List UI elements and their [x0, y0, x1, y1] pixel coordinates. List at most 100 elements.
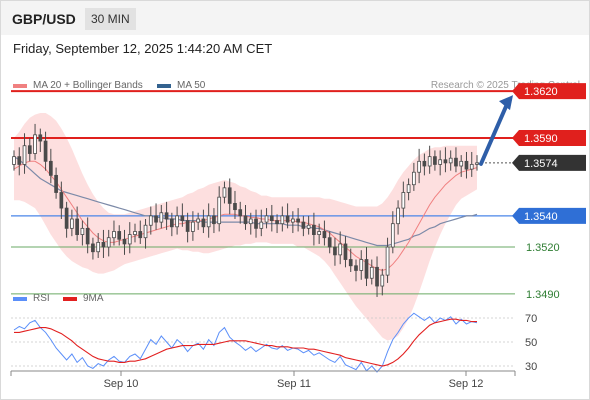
candle-body — [12, 156, 16, 165]
candle-body — [248, 218, 253, 225]
candle-body — [38, 134, 43, 142]
candle-body — [306, 224, 311, 229]
candle-body — [254, 218, 258, 229]
candle-body — [275, 220, 279, 225]
timeframe-badge[interactable]: 30 MIN — [85, 8, 136, 30]
candle-body — [333, 246, 337, 256]
candle-body — [338, 243, 343, 256]
candle-body — [122, 238, 127, 245]
x-label-Sep 12: Sep 12 — [449, 378, 484, 390]
candle-body — [401, 192, 406, 209]
candle-body — [217, 196, 222, 225]
candle-body — [327, 237, 332, 248]
legend-rsi-label: RSI — [33, 293, 50, 304]
candle-body — [112, 231, 116, 239]
candle-body — [312, 224, 316, 235]
level-label-1.3620: 1.3620 — [524, 86, 558, 98]
last-price-tag — [512, 154, 586, 171]
rsi-9ma-line — [14, 318, 477, 367]
candle-body — [375, 266, 379, 287]
candle-body — [243, 215, 248, 225]
candle-body — [301, 221, 306, 229]
level-tag-1.3590 — [512, 129, 586, 146]
candle-body — [422, 160, 427, 167]
candle-body — [117, 231, 122, 240]
rsi-swatch — [13, 296, 27, 301]
candle-body — [390, 223, 395, 248]
candle-body — [280, 215, 285, 225]
candle-body — [196, 218, 200, 223]
candle-body — [317, 231, 322, 235]
candle-body — [343, 243, 348, 260]
candle-body — [48, 160, 53, 176]
candle-body — [443, 159, 448, 164]
candle-body — [380, 274, 385, 287]
candle-body — [27, 145, 32, 154]
candle-body — [17, 156, 22, 165]
candle-body — [354, 265, 358, 271]
ma20-swatch — [13, 83, 27, 88]
candle-body — [438, 159, 443, 165]
candle-body — [212, 215, 216, 225]
candle-body — [59, 192, 64, 209]
candle-body — [233, 203, 237, 211]
legend-ma50-label: MA 50 — [177, 80, 206, 91]
level-label-1.3540: 1.3540 — [524, 211, 558, 223]
chart-header: GBP/USD 30 MIN — [1, 1, 589, 35]
candle-body — [464, 160, 469, 170]
level-label-1.3520: 1.3520 — [526, 242, 560, 254]
instrument-title: GBP/USD — [12, 11, 76, 27]
candle-body — [106, 237, 111, 248]
candle-body — [427, 156, 432, 167]
rsi-line — [13, 312, 478, 373]
candle-body — [269, 215, 274, 221]
level-tag-1.3540 — [512, 207, 586, 224]
candle-body — [175, 215, 179, 228]
candle-body — [164, 212, 169, 220]
9ma-swatch — [63, 296, 77, 301]
level-label-1.3490: 1.3490 — [526, 289, 560, 301]
candle-body — [369, 266, 374, 279]
candle-body — [201, 218, 206, 228]
candle-body — [322, 231, 327, 239]
candle-body — [133, 231, 137, 235]
rsi-tick-30: 30 — [525, 361, 537, 373]
candle-body — [448, 157, 453, 164]
candle-body — [459, 160, 464, 167]
candle-body — [148, 215, 153, 226]
candle-body — [33, 134, 37, 154]
legend-ma20: MA 20 + Bollinger Bands — [13, 80, 143, 91]
candle-body — [348, 259, 353, 267]
candle-body — [222, 187, 227, 198]
legend-ma50: MA 50 — [157, 80, 205, 91]
candle-body — [227, 187, 232, 204]
candle-body — [127, 234, 132, 245]
candle-body — [91, 243, 95, 253]
x-label-Sep 11: Sep 11 — [277, 378, 311, 390]
candle-body — [22, 145, 27, 165]
candle-body — [80, 227, 85, 235]
candle-body — [138, 231, 143, 239]
candle-body — [238, 209, 243, 217]
candle-body — [296, 218, 300, 223]
candle-body — [433, 156, 437, 165]
last-price-label: 1.3574 — [524, 158, 558, 170]
legend-9ma: 9MA — [63, 293, 104, 304]
candle-body — [396, 207, 400, 225]
candle-body — [101, 241, 106, 248]
candle-body — [417, 160, 421, 173]
projection-arrow — [479, 102, 509, 166]
candle-body — [406, 184, 411, 193]
legend-ma20-label: MA 20 + Bollinger Bands — [33, 80, 143, 91]
candle-body — [259, 221, 264, 229]
candle-body — [180, 215, 185, 221]
timestamp: Friday, September 12, 2025 1:44:20 AM CE… — [13, 41, 273, 56]
candle-body — [96, 241, 101, 253]
candle-body — [412, 171, 416, 186]
legend-rsi: RSI — [13, 293, 50, 304]
legend-9ma-label: 9MA — [83, 293, 104, 304]
candle-body — [75, 218, 79, 235]
candle-body — [454, 157, 458, 167]
copyright: Research © 2025 Trading Central — [430, 80, 580, 91]
